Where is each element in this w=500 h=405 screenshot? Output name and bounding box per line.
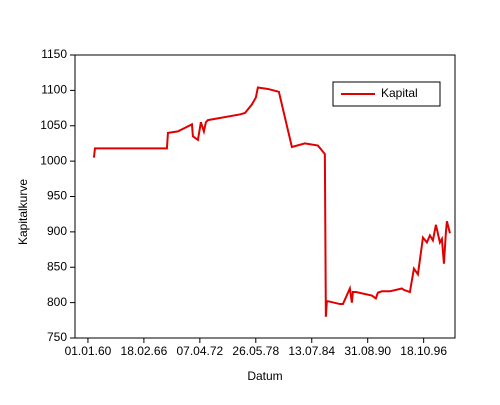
x-tick-label: 18.10.96 bbox=[400, 344, 447, 358]
y-tick-label: 1100 bbox=[41, 83, 67, 97]
y-tick-label: 900 bbox=[47, 224, 67, 238]
x-tick-label: 18.02.66 bbox=[121, 344, 168, 358]
x-tick-label: 01.01.60 bbox=[65, 344, 112, 358]
y-tick-label: 1150 bbox=[41, 47, 67, 61]
x-tick-label: 13.07.84 bbox=[288, 344, 335, 358]
x-axis-label: Datum bbox=[247, 369, 282, 383]
y-tick-label: 750 bbox=[47, 330, 67, 344]
y-tick-label: 1050 bbox=[40, 118, 67, 132]
legend-label: Kapital bbox=[381, 86, 418, 100]
y-tick-label: 800 bbox=[47, 295, 67, 309]
y-tick-label: 950 bbox=[47, 189, 67, 203]
x-tick-label: 31.08.90 bbox=[344, 344, 391, 358]
x-tick-label: 07.04.72 bbox=[176, 344, 223, 358]
x-tick-label: 26.05.78 bbox=[232, 344, 279, 358]
y-tick-label: 1000 bbox=[40, 153, 67, 167]
y-axis-label: Kapitalkurve bbox=[16, 179, 30, 245]
data-line bbox=[92, 86, 451, 317]
y-tick-label: 850 bbox=[47, 259, 67, 273]
